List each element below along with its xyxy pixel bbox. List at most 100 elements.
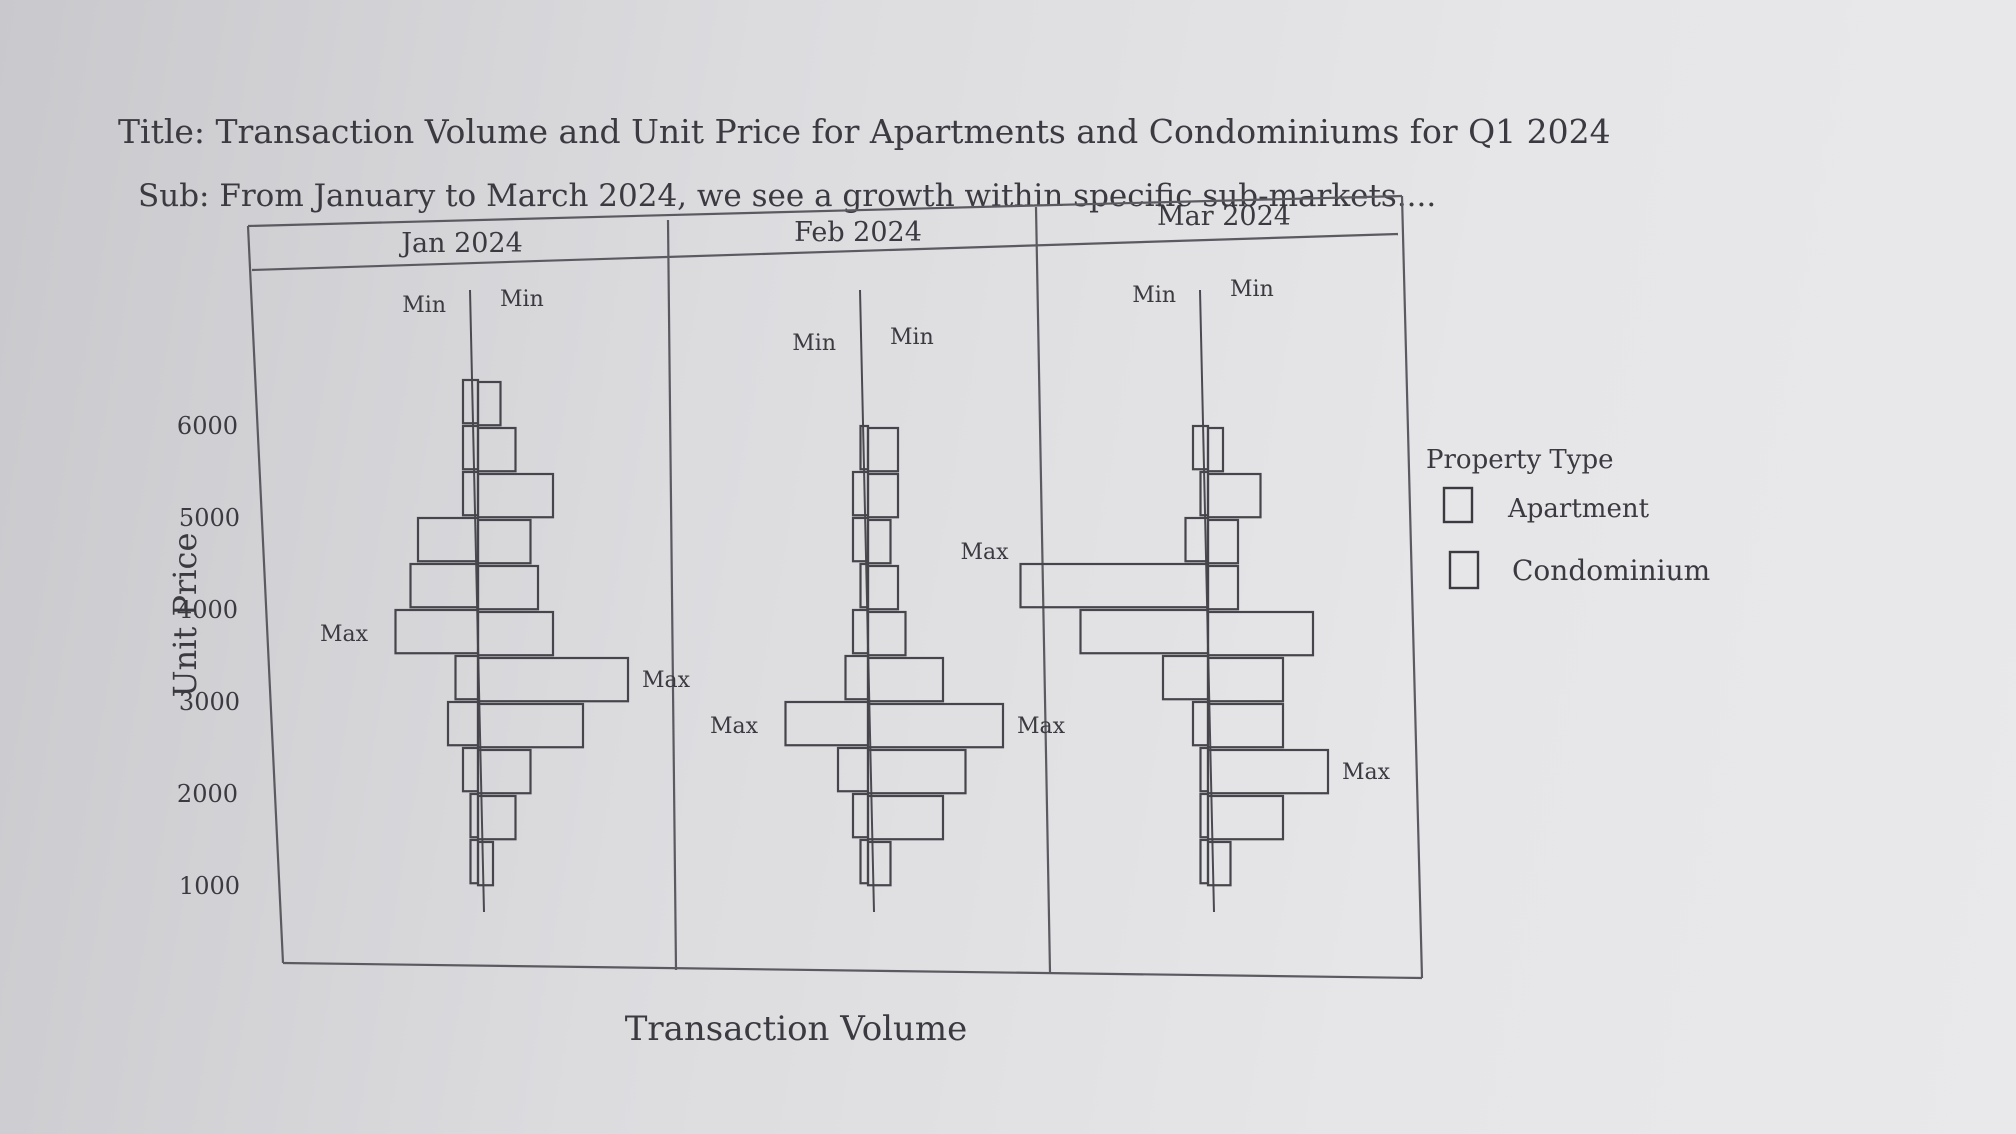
bar-2-apartment-10	[1199, 838, 1210, 885]
panel-header-mar: Mar 2024	[1157, 201, 1291, 232]
bar-2-apartment-4	[1019, 562, 1210, 609]
panel-divider-1	[666, 219, 678, 971]
bar-2-condominium-8	[1206, 748, 1330, 795]
bar-1-condominium-3	[866, 518, 892, 565]
legend-title: Property Type	[1426, 445, 1614, 475]
bar-2-apartment-1	[1191, 424, 1210, 471]
bar-2-apartment-7	[1191, 700, 1210, 747]
bar-0-apartment-7	[446, 700, 480, 747]
panel-2-right-max-label: Max	[1342, 760, 1391, 785]
bar-2-condominium-2	[1206, 472, 1262, 519]
bar-0-condominium-0	[476, 380, 502, 427]
bar-0-condominium-8	[476, 748, 532, 795]
bar-1-condominium-10	[866, 840, 892, 887]
panel-1: Min Min Max Max	[710, 289, 1066, 913]
bar-0-condominium-9	[476, 794, 517, 841]
panel-2: Min Min Max Max	[960, 277, 1391, 913]
chart-subtitle: Sub: From January to March 2024, we see …	[138, 178, 1436, 214]
y-tick-label-2000: 2000	[177, 780, 238, 808]
bar-2-condominium-9	[1206, 794, 1285, 841]
bar-0-condominium-7	[476, 702, 585, 749]
bar-2-condominium-7	[1206, 702, 1285, 749]
bar-2-apartment-6	[1161, 654, 1210, 701]
y-tick-label-5000: 5000	[179, 504, 240, 532]
bar-0-condominium-2	[476, 472, 555, 519]
panel-0-left-max-label: Max	[320, 622, 369, 647]
bar-2-condominium-4	[1206, 564, 1240, 611]
bar-2-condominium-6	[1206, 656, 1285, 703]
bar-0-apartment-8	[461, 746, 480, 793]
bar-2-condominium-1	[1206, 426, 1225, 473]
y-axis-ticks: 6000 5000 4000 3000 2000 1000	[177, 412, 240, 900]
facet-frame	[246, 194, 1424, 980]
frame-top-line	[247, 194, 1403, 228]
bar-2-condominium-5	[1206, 610, 1315, 657]
y-tick-label-1000: 1000	[179, 872, 240, 900]
legend-swatch-condominium	[1448, 550, 1480, 590]
bar-1-condominium-4	[866, 564, 900, 611]
bar-0-apartment-9	[469, 792, 480, 839]
chart-title: Title: Transaction Volume and Unit Price…	[118, 112, 1611, 151]
bar-0-apartment-6	[454, 654, 480, 701]
bar-0-condominium-10	[476, 840, 495, 887]
y-tick-label-6000: 6000	[177, 412, 238, 440]
bar-2-apartment-8	[1199, 746, 1210, 793]
bar-1-condominium-2	[866, 472, 900, 519]
frame-left-line	[246, 225, 285, 964]
bar-0-condominium-6	[476, 656, 630, 703]
bar-0-condominium-4	[476, 564, 540, 611]
y-tick-label-3000: 3000	[179, 688, 240, 716]
bar-1-apartment-10	[859, 838, 870, 885]
panel-2-left-min-label: Min	[1132, 283, 1176, 308]
bar-0-apartment-4	[409, 562, 480, 609]
header-divider-line	[251, 232, 1399, 272]
bar-1-condominium-1	[866, 426, 900, 473]
bar-0-condominium-5	[476, 610, 555, 657]
bar-0-apartment-10	[469, 838, 480, 885]
bar-1-condominium-9	[866, 794, 945, 841]
frame-bottom-line	[282, 961, 1423, 980]
panels-group: Min Min Max Max Min Min Max Max Min Min Max Max	[320, 277, 1391, 913]
bar-2-apartment-9	[1199, 792, 1210, 839]
bar-0-apartment-5	[394, 608, 480, 655]
bar-2-condominium-10	[1206, 840, 1232, 887]
panel-0-right-max-label: Max	[642, 668, 691, 693]
bar-1-apartment-5	[851, 608, 870, 655]
bar-1-apartment-6	[844, 654, 870, 701]
frame-right-line	[1400, 195, 1424, 979]
bar-1-condominium-7	[866, 702, 1005, 749]
panel-2-right-min-label: Min	[1230, 277, 1274, 302]
panel-1-right-min-label: Min	[890, 325, 934, 350]
panel-1-right-max-label: Max	[1017, 714, 1066, 739]
bar-0-apartment-1	[461, 424, 480, 471]
legend-swatch-apartment	[1442, 486, 1474, 524]
bar-0-condominium-1	[476, 426, 517, 473]
legend-label-condominium: Condominium	[1512, 554, 1710, 587]
y-axis-title: Unit Price	[166, 533, 204, 698]
x-axis-title: Transaction Volume	[625, 1009, 968, 1049]
legend-label-apartment: Apartment	[1507, 494, 1650, 524]
bar-0-apartment-0	[461, 378, 480, 425]
panel-2-left-max-label: Max	[960, 540, 1009, 565]
panel-0-left-min-label: Min	[402, 293, 446, 318]
bar-1-condominium-6	[866, 656, 945, 703]
bar-1-apartment-8	[836, 746, 870, 793]
panel-header-feb: Feb 2024	[794, 217, 922, 248]
panel-0: Min Min Max Max	[320, 287, 691, 913]
bar-0-apartment-3	[416, 516, 480, 563]
bar-1-condominium-5	[866, 610, 907, 657]
legend: Property Type Apartment Condominium	[1426, 445, 1710, 590]
panel-header-jan: Jan 2024	[398, 228, 523, 259]
bar-1-apartment-7	[784, 700, 870, 747]
bar-1-condominium-8	[866, 748, 967, 795]
panel-0-right-min-label: Min	[500, 287, 544, 312]
bar-2-apartment-5	[1079, 608, 1210, 655]
y-tick-label-4000: 4000	[177, 596, 238, 624]
panel-divider-2	[1034, 206, 1052, 973]
bar-1-apartment-9	[851, 792, 870, 839]
panel-1-left-min-label: Min	[792, 331, 836, 356]
bar-0-condominium-3	[476, 518, 532, 565]
bar-2-condominium-3	[1206, 518, 1240, 565]
panel-1-left-max-label: Max	[710, 714, 759, 739]
